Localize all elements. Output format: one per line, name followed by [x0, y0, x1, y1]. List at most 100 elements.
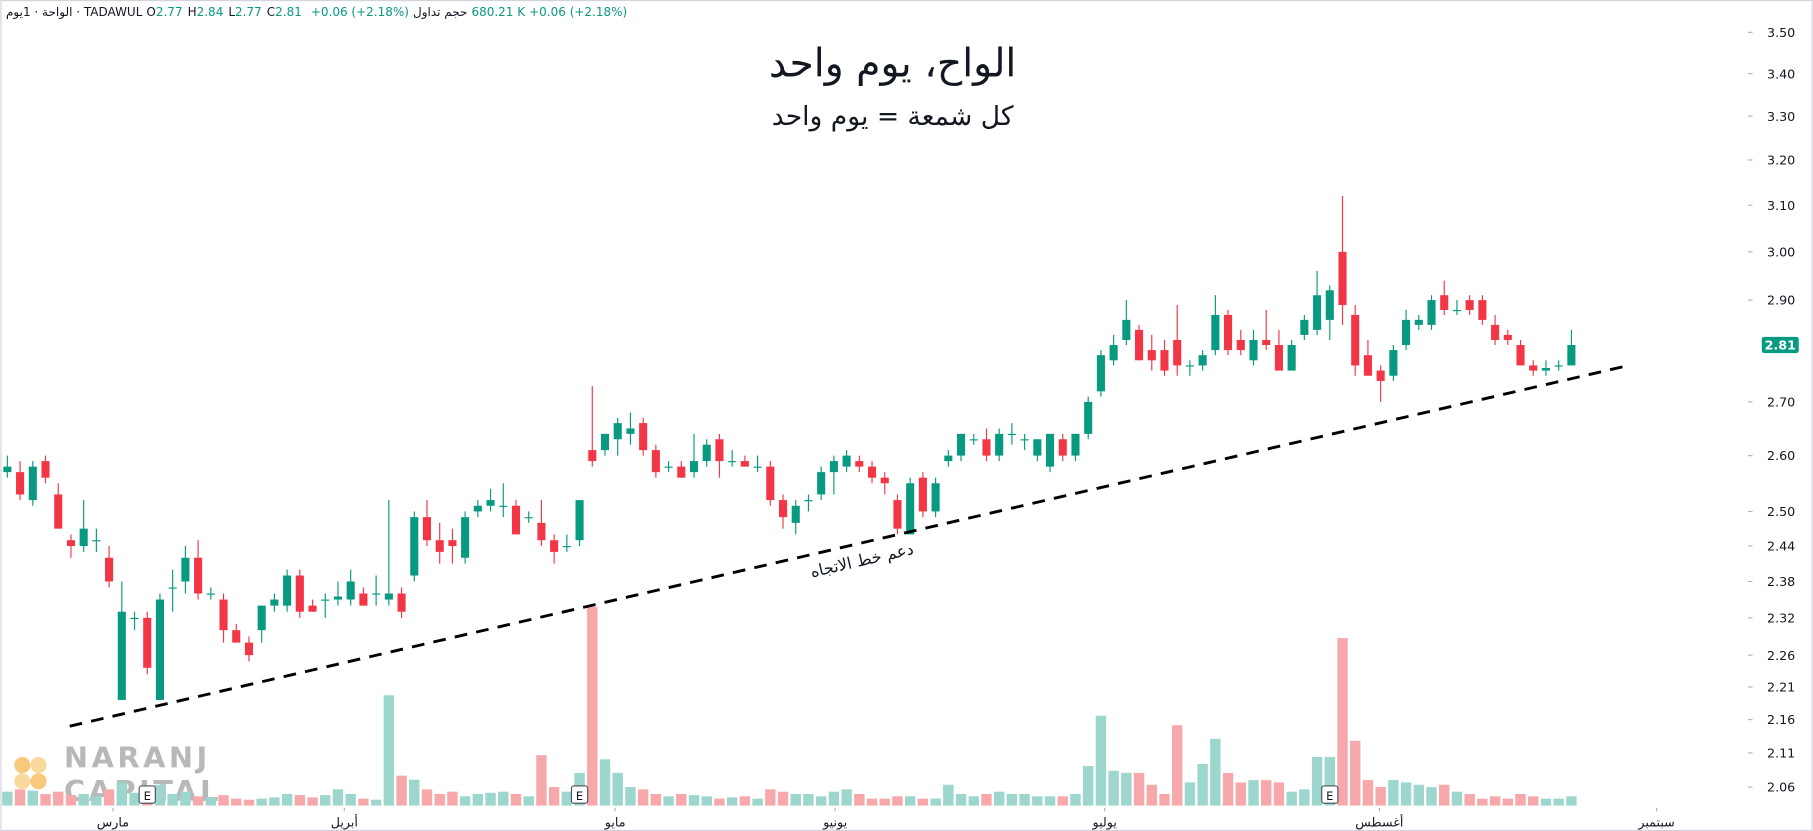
candle-body: [1160, 350, 1169, 371]
candle-body: [219, 599, 228, 631]
candle-body: [1351, 314, 1360, 366]
y-tick-label: 2.50: [1767, 504, 1795, 519]
candle-body: [1541, 367, 1551, 371]
candle-body: [1402, 319, 1411, 346]
candle-body: [537, 522, 546, 541]
candle-body: [28, 466, 37, 501]
volume-bar: [472, 793, 484, 806]
candle-body: [1198, 355, 1207, 366]
candle-body: [1300, 319, 1309, 335]
volume-bar: [1388, 780, 1399, 806]
candle-body: [92, 540, 101, 542]
ohlc-key: O: [146, 5, 156, 19]
x-tick-label: مايو: [604, 814, 626, 830]
candle-body: [1173, 339, 1182, 366]
candle-body: [1033, 439, 1042, 456]
volume-bar: [548, 787, 560, 806]
candle-body: [1338, 251, 1347, 306]
volume-bar: [815, 796, 827, 806]
ohlc-key: C: [266, 5, 276, 19]
candle-body: [1122, 319, 1131, 340]
volume-bar: [981, 793, 992, 806]
volume-bar: [65, 795, 77, 806]
candle-body: [1554, 365, 1563, 367]
volume-bar: [739, 796, 751, 806]
candle-body: [486, 500, 495, 506]
volume-bar: [1044, 796, 1056, 806]
volume-bar: [612, 772, 623, 806]
candle-body: [918, 477, 927, 512]
candle-body: [1224, 314, 1233, 351]
logo-text: NARANJ: [64, 740, 211, 774]
volume-bar: [1400, 782, 1412, 806]
x-tick-label: أبريل: [331, 813, 358, 830]
candle-body: [54, 494, 63, 529]
logo-icon: [14, 757, 31, 774]
candle-body: [956, 433, 966, 456]
candle-body: [130, 617, 139, 619]
candle-body: [1211, 314, 1220, 351]
logo: NARANJ CAPITAL: [14, 740, 218, 808]
volume-bar: [231, 798, 242, 806]
candle-body: [969, 439, 978, 441]
chart-title: الواح، يوم واحد: [769, 41, 1016, 86]
volume-bar: [1502, 798, 1514, 806]
volume-bar: [587, 606, 598, 806]
ohlc-key: H: [187, 5, 197, 19]
volume-bar: [917, 798, 929, 806]
volume-bar: [1464, 793, 1475, 806]
candle-body: [181, 557, 190, 582]
ohlc-value: 2.77: [235, 5, 262, 19]
volume-bar: [1489, 796, 1501, 806]
volume-bar: [396, 775, 407, 806]
candle-body: [740, 461, 749, 467]
candle-body: [766, 466, 775, 501]
candle-body: [422, 517, 432, 541]
volume-bar: [192, 796, 204, 806]
volume-bar: [993, 791, 1005, 806]
volume-bar: [1070, 793, 1081, 806]
volume-bar: [777, 791, 789, 806]
volume-bar: [1566, 796, 1577, 806]
candle-body: [1363, 355, 1372, 376]
volume-bar: [536, 755, 547, 806]
candle-body: [715, 439, 724, 462]
candle-body: [346, 581, 355, 600]
volume-bar: [523, 796, 534, 806]
candle-body: [804, 500, 813, 502]
candle-body: [829, 461, 838, 473]
volume-bar: [1210, 738, 1221, 806]
volume-bar: [1451, 791, 1463, 806]
candle-body: [66, 540, 75, 547]
candle-body: [270, 599, 279, 606]
candle-body: [1262, 339, 1271, 346]
volume-bar: [1222, 772, 1234, 806]
candle-body: [372, 593, 381, 595]
logo-icon: [30, 773, 47, 790]
volume-bar: [1299, 789, 1310, 806]
legend-header: الواحة · 1يوم · TADAWUL O2.77 H2.84 L2.77 C…: [6, 5, 627, 19]
volume-bar: [1413, 784, 1425, 806]
candle-body: [461, 517, 470, 558]
volume-bar: [1159, 793, 1170, 806]
candle-body: [283, 575, 292, 606]
volume-bar: [154, 784, 166, 806]
volume-bar: [1426, 787, 1437, 806]
candle-body: [1567, 345, 1576, 366]
ohlc-value: 2.77: [155, 5, 183, 19]
trendline: [69, 364, 1629, 728]
volume-title: حجم تداول: [412, 5, 468, 19]
change: +0.06 (+2.18%): [310, 5, 409, 19]
candle-body: [791, 505, 800, 523]
candle-body: [1084, 401, 1093, 434]
y-tick-label: 2.21: [1767, 680, 1795, 695]
candle-body: [79, 528, 88, 547]
volume-bar: [243, 799, 255, 806]
x-tick-label: أغسطس: [1355, 813, 1403, 830]
candle-body: [206, 593, 215, 595]
volume-bar: [1133, 772, 1145, 806]
candle-body: [639, 423, 648, 451]
candle-body: [333, 596, 343, 600]
volume-bar: [409, 779, 420, 806]
candle-body: [41, 461, 50, 478]
